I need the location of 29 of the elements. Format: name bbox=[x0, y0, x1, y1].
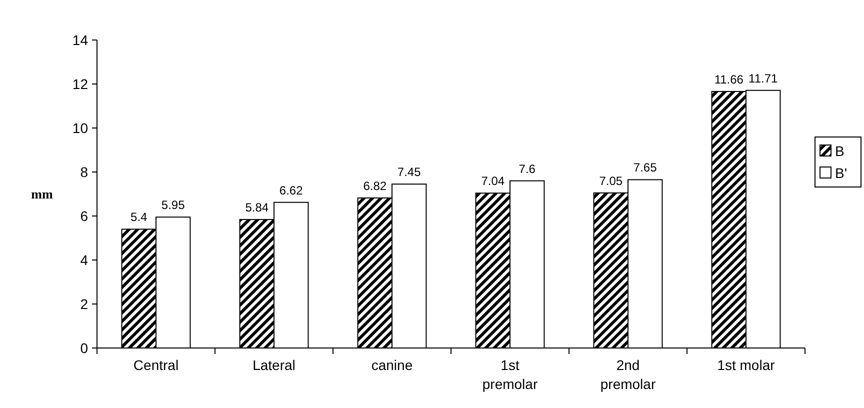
data-label: 7.6 bbox=[518, 162, 536, 176]
data-label: 5.95 bbox=[161, 198, 186, 212]
data-label: 11.66 bbox=[714, 72, 744, 86]
y-tick-label: 0 bbox=[80, 340, 88, 356]
y-tick-label: 8 bbox=[80, 164, 88, 180]
legend-label: B bbox=[835, 142, 844, 159]
x-tick-label: 2nd premolar bbox=[600, 357, 656, 392]
data-label: 7.05 bbox=[599, 174, 623, 188]
y-tick-label: 6 bbox=[80, 208, 88, 224]
x-tick-label: Lateral bbox=[252, 357, 296, 373]
data-label: 7.45 bbox=[397, 165, 422, 180]
x-tick-label: 1st molar bbox=[717, 357, 776, 373]
data-label: 5.4 bbox=[130, 210, 148, 224]
data-label: 5.84 bbox=[245, 200, 269, 215]
y-axis-title: mm bbox=[31, 186, 53, 202]
y-tick-label: 12 bbox=[72, 76, 88, 92]
data-label: 11.71 bbox=[748, 71, 778, 86]
y-tick-label: 4 bbox=[80, 252, 88, 268]
data-label: 6.62 bbox=[279, 183, 304, 198]
data-label: 7.65 bbox=[633, 160, 658, 175]
y-tick-label: 14 bbox=[72, 32, 88, 48]
x-tick-label: canine bbox=[371, 357, 413, 373]
data-label: 7.04 bbox=[481, 174, 505, 188]
x-tick-label: Central bbox=[133, 357, 179, 373]
y-tick-label: 2 bbox=[80, 296, 88, 312]
x-tick-label: 1st premolar bbox=[482, 357, 538, 392]
legend-label: B' bbox=[835, 164, 848, 181]
data-label: 6.82 bbox=[363, 178, 387, 193]
y-tick-label: 10 bbox=[72, 120, 88, 136]
